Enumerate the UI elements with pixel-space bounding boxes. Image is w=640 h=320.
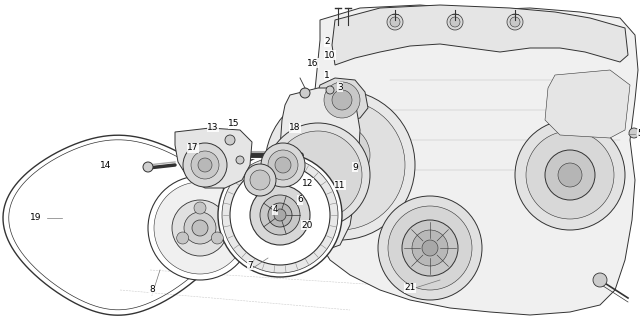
- Circle shape: [250, 170, 270, 190]
- Circle shape: [326, 86, 334, 94]
- Circle shape: [268, 150, 298, 180]
- Circle shape: [265, 90, 415, 240]
- Circle shape: [236, 156, 244, 164]
- Polygon shape: [312, 5, 638, 315]
- Polygon shape: [252, 175, 298, 222]
- Circle shape: [172, 200, 228, 256]
- Circle shape: [412, 230, 448, 266]
- Text: 3: 3: [337, 83, 343, 92]
- Text: 19: 19: [30, 213, 42, 222]
- Circle shape: [324, 82, 360, 118]
- Circle shape: [387, 14, 403, 30]
- Text: 10: 10: [324, 51, 336, 60]
- Text: 2: 2: [324, 37, 330, 46]
- Text: 8: 8: [149, 285, 155, 294]
- Circle shape: [154, 182, 246, 274]
- Circle shape: [275, 157, 291, 173]
- Text: 6: 6: [297, 196, 303, 204]
- Circle shape: [192, 220, 208, 236]
- Text: 5: 5: [637, 130, 640, 139]
- Circle shape: [526, 131, 614, 219]
- Circle shape: [268, 203, 292, 227]
- Circle shape: [545, 150, 595, 200]
- Circle shape: [198, 158, 212, 172]
- Circle shape: [390, 17, 400, 27]
- Circle shape: [510, 17, 520, 27]
- Text: 4: 4: [272, 205, 278, 214]
- Circle shape: [222, 157, 338, 273]
- Circle shape: [225, 135, 235, 145]
- Circle shape: [261, 143, 305, 187]
- Polygon shape: [332, 5, 628, 65]
- Circle shape: [184, 212, 216, 244]
- Circle shape: [274, 131, 362, 219]
- Text: 11: 11: [334, 180, 346, 189]
- Circle shape: [422, 240, 438, 256]
- Text: 15: 15: [228, 119, 240, 129]
- Polygon shape: [315, 78, 368, 122]
- Circle shape: [191, 151, 219, 179]
- Circle shape: [378, 196, 482, 300]
- Text: 7: 7: [247, 260, 253, 269]
- Text: 9: 9: [352, 163, 358, 172]
- Circle shape: [507, 14, 523, 30]
- Circle shape: [148, 176, 252, 280]
- Circle shape: [402, 220, 458, 276]
- Circle shape: [300, 88, 310, 98]
- Circle shape: [388, 206, 472, 290]
- Polygon shape: [175, 128, 252, 188]
- Text: 17: 17: [188, 143, 199, 153]
- Circle shape: [629, 128, 639, 138]
- Polygon shape: [545, 70, 630, 138]
- Circle shape: [515, 120, 625, 230]
- Circle shape: [310, 125, 370, 185]
- Circle shape: [260, 195, 300, 235]
- Circle shape: [447, 14, 463, 30]
- Text: 12: 12: [302, 179, 314, 188]
- Circle shape: [322, 137, 358, 173]
- Circle shape: [194, 202, 206, 214]
- Text: 1: 1: [324, 70, 330, 79]
- Text: 16: 16: [307, 59, 319, 68]
- Text: 18: 18: [289, 124, 301, 132]
- Circle shape: [332, 90, 352, 110]
- Circle shape: [244, 164, 276, 196]
- Circle shape: [211, 232, 223, 244]
- Circle shape: [143, 162, 153, 172]
- Circle shape: [250, 185, 310, 245]
- Circle shape: [266, 123, 370, 227]
- Circle shape: [230, 165, 330, 265]
- Circle shape: [177, 232, 189, 244]
- Circle shape: [275, 100, 405, 230]
- Circle shape: [183, 143, 227, 187]
- Polygon shape: [278, 88, 360, 252]
- Text: 13: 13: [207, 123, 219, 132]
- Circle shape: [274, 209, 286, 221]
- Circle shape: [218, 153, 342, 277]
- Text: 21: 21: [404, 284, 416, 292]
- Circle shape: [558, 163, 582, 187]
- Text: 20: 20: [301, 220, 313, 229]
- Text: 14: 14: [100, 162, 112, 171]
- Circle shape: [593, 273, 607, 287]
- Circle shape: [450, 17, 460, 27]
